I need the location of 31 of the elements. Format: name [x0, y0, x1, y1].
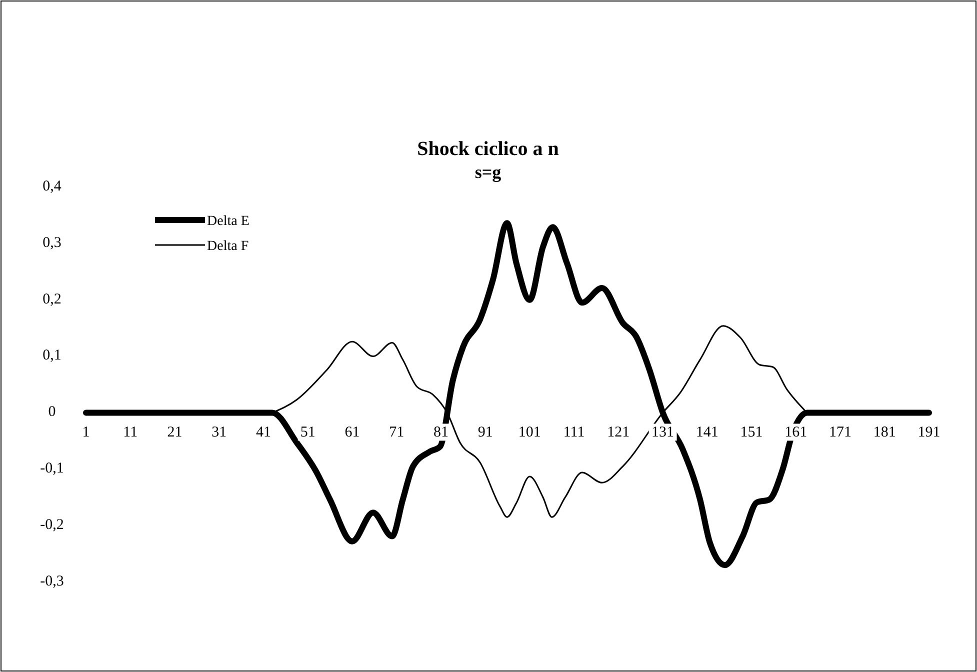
x-tick-label: 111	[563, 424, 585, 441]
legend-label: Delta F	[207, 239, 249, 254]
x-tick-label: 41	[256, 424, 271, 441]
x-tick-label: 151	[740, 424, 763, 441]
x-tick-label: 141	[696, 424, 718, 441]
x-tick-label: 171	[829, 424, 852, 441]
y-tick-label: 0,4	[42, 178, 62, 194]
legend-label: Delta E	[207, 214, 250, 229]
y-tick-label: 0,1	[42, 348, 62, 364]
x-tick-label: 131	[652, 424, 674, 441]
x-tick-label: 91	[478, 424, 493, 441]
x-tick-label: 181	[873, 424, 896, 441]
x-tick-label: 101	[518, 424, 541, 441]
x-tick-label: 21	[167, 424, 182, 441]
chart-subtitle: s=g	[474, 162, 502, 182]
x-tick-label: 191	[918, 424, 940, 441]
x-tick-label: 61	[344, 424, 360, 441]
y-tick-label: 0	[48, 404, 56, 420]
x-tick-label: 81	[433, 424, 448, 441]
y-tick-label: -0,1	[40, 460, 64, 477]
y-tick-label: 0,2	[42, 291, 62, 308]
x-tick-label: 11	[123, 424, 138, 441]
y-tick-label: 0,3	[42, 234, 62, 251]
y-tick-label: -0,2	[40, 517, 64, 534]
x-tick-label: 121	[607, 424, 630, 441]
x-tick-label: 1	[82, 424, 90, 441]
x-tick-label: 51	[300, 424, 316, 441]
x-tick-label: 31	[212, 424, 227, 441]
chart-title: Shock ciclico a n	[417, 138, 559, 160]
x-tick-label: 71	[389, 424, 404, 441]
y-tick-label: -0,3	[40, 573, 64, 590]
